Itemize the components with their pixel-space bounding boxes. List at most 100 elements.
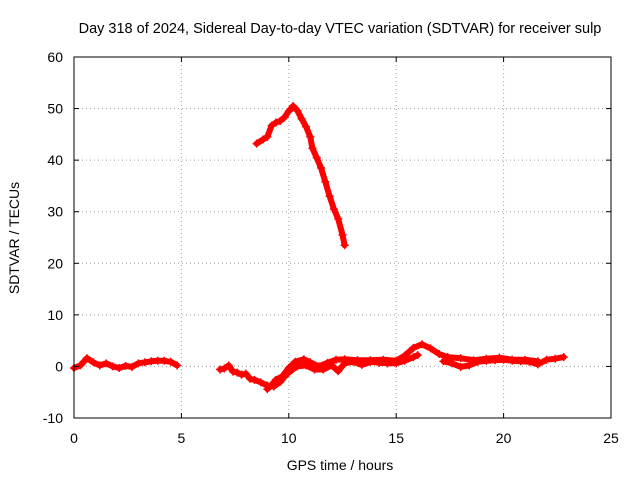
data-point — [102, 359, 111, 368]
x-tick-label: 5 — [178, 430, 186, 446]
data-point — [551, 354, 560, 363]
x-tick-label: 10 — [281, 430, 297, 446]
data-point — [89, 358, 98, 367]
data-point — [306, 358, 315, 367]
data-point — [312, 153, 321, 162]
data-point — [115, 363, 124, 372]
data-point — [276, 116, 285, 125]
plot-frame — [73, 56, 612, 419]
data-point — [409, 353, 418, 362]
data-point — [259, 135, 268, 144]
data-point — [76, 361, 85, 370]
data-point — [173, 361, 182, 370]
data-point — [542, 355, 551, 364]
data-point — [140, 358, 149, 367]
data-point — [323, 358, 332, 367]
data-point — [525, 357, 534, 366]
series-1 — [70, 354, 182, 372]
y-tick-label: 30 — [47, 204, 63, 220]
data-point — [426, 344, 435, 353]
data-point — [413, 351, 422, 360]
data-point — [338, 230, 347, 239]
data-point — [166, 357, 175, 366]
data-point — [134, 359, 143, 368]
data-point — [499, 355, 508, 364]
x-tick-label: 25 — [603, 430, 619, 446]
data-point — [559, 353, 568, 362]
data-point — [293, 106, 302, 115]
data-point — [241, 369, 250, 378]
data-point — [284, 107, 293, 116]
data-point — [366, 356, 375, 365]
series-4 — [439, 353, 568, 371]
y-tick-label: 0 — [55, 358, 63, 374]
chart-title: Day 318 of 2024, Sidereal Day-to-day VTE… — [79, 21, 602, 37]
data-point — [278, 372, 287, 381]
x-tick-label: 15 — [388, 430, 404, 446]
y-tick-label: 40 — [47, 152, 63, 168]
data-point — [314, 362, 323, 371]
data-point — [267, 380, 276, 389]
data-point — [379, 355, 388, 364]
data-point — [127, 362, 136, 371]
data-point — [317, 163, 326, 172]
data-point — [284, 363, 293, 372]
data-point — [301, 122, 310, 131]
data-point — [439, 357, 448, 366]
data-point — [409, 343, 418, 352]
data-point — [256, 378, 265, 387]
data-point — [263, 132, 272, 141]
data-point — [233, 368, 242, 377]
data-point — [271, 375, 280, 384]
data-point — [334, 367, 343, 376]
data-point — [491, 356, 500, 365]
data-point — [271, 118, 280, 127]
data-point — [353, 356, 362, 365]
data-point — [237, 370, 246, 379]
data-point — [224, 361, 233, 370]
data-point — [160, 356, 169, 365]
x-tick-label: 20 — [496, 430, 512, 446]
data-point — [533, 360, 542, 369]
y-tick-label: -10 — [43, 410, 63, 426]
data-point — [325, 192, 334, 201]
data-point — [246, 374, 255, 383]
data-point — [482, 356, 491, 365]
data-point — [340, 355, 349, 364]
data-point — [308, 144, 317, 153]
data-point — [392, 356, 401, 365]
data-point — [280, 113, 289, 122]
series-5 — [252, 101, 349, 250]
data-point — [334, 214, 343, 223]
data-point — [306, 132, 315, 141]
data-point — [95, 361, 104, 370]
data-point — [82, 354, 91, 363]
data-point — [417, 340, 426, 349]
data-point — [267, 121, 276, 130]
series-line — [253, 103, 348, 249]
data-point — [332, 355, 341, 364]
data-point — [297, 114, 306, 123]
data-point — [456, 362, 465, 371]
data-point — [508, 356, 517, 365]
data-point — [108, 362, 117, 371]
y-tick-label: 10 — [47, 307, 63, 323]
data-point — [289, 101, 298, 110]
data-point — [465, 361, 474, 370]
data-point — [291, 357, 300, 366]
data-point — [329, 205, 338, 214]
data-point — [448, 359, 457, 368]
data-point — [400, 351, 409, 360]
data-point — [340, 241, 349, 250]
data-point — [250, 375, 259, 384]
data-point — [216, 365, 225, 374]
data-point — [121, 361, 130, 370]
y-axis-label: SDTVAR / TECUs — [6, 182, 22, 294]
data-point — [299, 355, 308, 364]
y-tick-label: 60 — [47, 49, 63, 65]
x-axis-label: GPS time / hours — [287, 457, 394, 473]
data-point — [220, 364, 229, 373]
data-point — [321, 177, 330, 186]
